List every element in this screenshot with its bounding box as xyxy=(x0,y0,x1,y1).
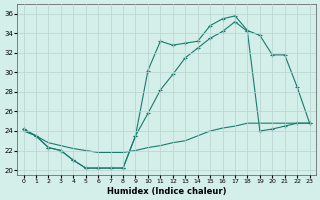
X-axis label: Humidex (Indice chaleur): Humidex (Indice chaleur) xyxy=(107,187,226,196)
